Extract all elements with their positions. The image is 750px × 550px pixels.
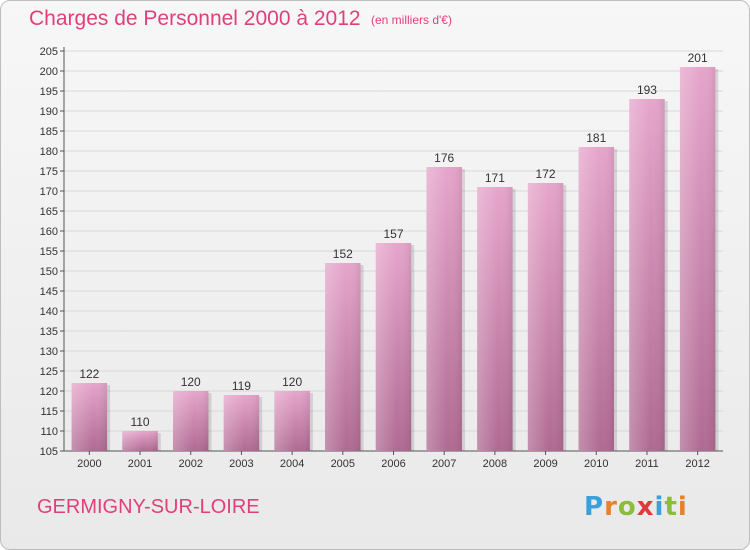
bar-highlight <box>629 99 665 451</box>
data-label: 176 <box>434 151 454 165</box>
x-tick-label: 2011 <box>635 458 659 470</box>
y-tick-label: 115 <box>40 406 58 418</box>
proxiti-logo[interactable]: Proxiti <box>584 492 688 522</box>
x-tick-label: 2005 <box>331 458 355 470</box>
x-tick-label: 2004 <box>280 458 304 470</box>
x-tick-label: 2010 <box>584 458 608 470</box>
y-tick-label: 160 <box>40 226 58 238</box>
data-label: 201 <box>688 51 708 65</box>
logo-letter: t <box>664 492 678 522</box>
y-tick-label: 165 <box>40 206 58 218</box>
y-tick-label: 190 <box>40 106 58 118</box>
y-tick-label: 110 <box>40 426 58 438</box>
data-label: 119 <box>232 379 251 393</box>
data-label: 120 <box>282 375 302 389</box>
y-tick-label: 180 <box>40 146 58 158</box>
y-tick-label: 185 <box>40 126 58 138</box>
data-label: 120 <box>181 375 201 389</box>
x-tick-label: 2001 <box>128 458 152 470</box>
data-labels: 122 110 120 119 120 152 157 176 171 172 181 193 201 <box>79 51 708 429</box>
x-tick-label: 2009 <box>533 458 557 470</box>
logo-letter: i <box>654 492 665 522</box>
x-tick-label: 2008 <box>483 458 507 470</box>
bar-highlight <box>274 391 310 451</box>
y-tick-label: 135 <box>40 326 58 338</box>
logo-letter: x <box>636 492 655 522</box>
data-label: 193 <box>637 83 657 97</box>
bar-highlight <box>426 167 462 451</box>
bar-highlight <box>223 395 260 451</box>
logo-letter: r <box>604 492 618 522</box>
x-tick-label: 2012 <box>685 458 709 470</box>
chart-title: Charges de Personnel 2000 à 2012 <box>29 7 361 30</box>
bar-highlight <box>375 243 412 451</box>
data-label: 181 <box>586 131 606 145</box>
data-label: 122 <box>79 367 99 381</box>
logo-letter: i <box>677 492 688 522</box>
y-tick-label: 130 <box>40 346 58 358</box>
logo-letter: P <box>584 492 605 522</box>
y-tick-label: 205 <box>40 46 58 58</box>
y-tick-label: 155 <box>40 246 58 258</box>
bar-highlight <box>527 183 564 451</box>
x-tick-label: 2003 <box>229 458 253 470</box>
data-label: 110 <box>130 415 149 429</box>
bar-highlight <box>679 67 716 451</box>
bar-highlight <box>122 431 158 451</box>
y-tick-label: 150 <box>40 266 58 278</box>
bar-highlight <box>578 147 615 451</box>
data-label: 172 <box>536 167 556 181</box>
bars <box>71 67 719 451</box>
bar-highlight <box>172 391 209 451</box>
x-tick-label: 2007 <box>432 458 456 470</box>
y-tick-label: 170 <box>40 186 58 198</box>
y-tick-label: 140 <box>40 306 58 318</box>
x-tick-label: 2006 <box>381 458 405 470</box>
y-tick-label: 120 <box>40 386 58 398</box>
logo-letter: o <box>617 492 637 522</box>
x-tick-label: 2002 <box>178 458 202 470</box>
chart-subtitle: (en milliers d'€) <box>371 13 452 27</box>
y-tick-label: 200 <box>40 66 58 78</box>
bar-highlight <box>477 187 513 451</box>
y-tick-label: 175 <box>40 166 58 178</box>
y-tick-label: 105 <box>40 446 58 458</box>
axes: 105 110 115 120 125 130 135 140 145 150 155 160 165 1… <box>40 46 723 470</box>
y-tick-label: 195 <box>40 86 58 98</box>
x-tick-label: 2000 <box>77 458 101 470</box>
data-label: 157 <box>383 227 403 241</box>
bar-highlight <box>325 263 361 451</box>
y-tick-label: 145 <box>40 286 58 298</box>
bar-highlight <box>71 383 108 451</box>
commune-name: GERMIGNY-SUR-LOIRE <box>37 496 260 518</box>
data-label: 152 <box>333 247 353 261</box>
data-label: 171 <box>485 171 505 185</box>
y-tick-label: 125 <box>40 366 58 378</box>
